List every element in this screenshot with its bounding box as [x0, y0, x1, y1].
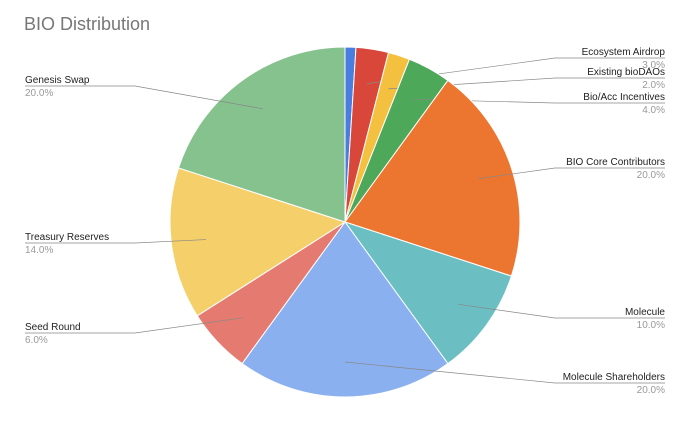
pie-slice	[169, 167, 347, 317]
pie-slice	[344, 79, 521, 277]
leader-line	[25, 85, 263, 110]
slice-value-label: 20.0%	[25, 88, 53, 99]
slice-value-label: 3.0%	[642, 60, 665, 71]
slice-label: Seed Round	[25, 322, 81, 333]
slice-label: Existing bioDAOs	[587, 67, 665, 78]
leader-line	[25, 239, 207, 244]
slice-label: Genesis Swap	[25, 75, 90, 86]
leader-line	[458, 303, 665, 319]
slice-label: Molecule Shareholders	[563, 372, 665, 383]
slice-value-label: 10.0%	[637, 320, 665, 331]
leader-line	[344, 361, 665, 384]
pie-slice	[343, 221, 513, 365]
slice-label: Bio/Acc Incentives	[583, 92, 665, 103]
slice-label: Molecule	[625, 307, 665, 318]
slice-value-label: 20.0%	[637, 170, 665, 181]
slice-label: BIO Core Contributors	[566, 157, 665, 168]
slice-value-label: 4.0%	[642, 105, 665, 116]
slice-value-label: 20.0%	[637, 385, 665, 396]
slice-label: Ecosystem Airdrop	[582, 47, 666, 58]
chart-title: BIO Distribution	[24, 14, 150, 34]
slice-value-label: 6.0%	[25, 335, 48, 346]
leader-line	[25, 317, 243, 334]
slice-value-label: 2.0%	[642, 80, 665, 91]
leader-line	[478, 167, 665, 180]
slice-value-label: 14.0%	[25, 245, 53, 256]
pie-slice	[177, 46, 346, 223]
pie-slice	[241, 221, 449, 398]
slice-label: Treasury Reserves	[25, 232, 109, 243]
